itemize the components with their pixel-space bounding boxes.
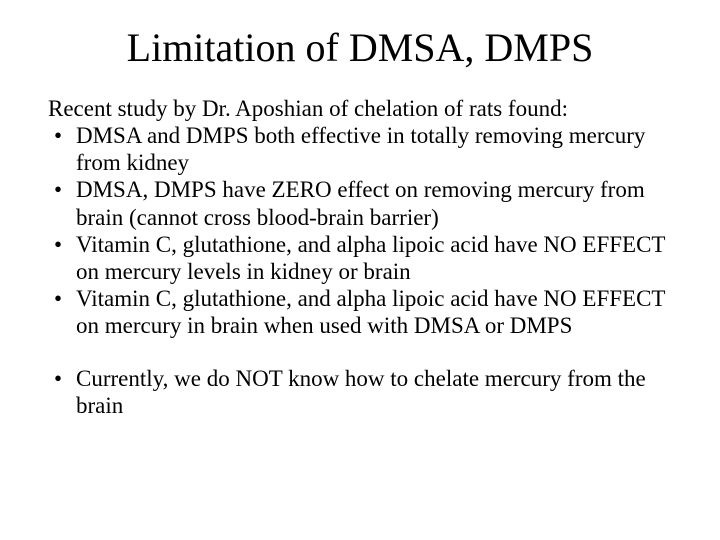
bullet-list-main: DMSA and DMPS both effective in totally … [48,122,672,339]
slide: Limitation of DMSA, DMPS Recent study by… [0,0,720,540]
list-item: Currently, we do NOT know how to chelate… [48,365,672,419]
page-title: Limitation of DMSA, DMPS [48,20,672,71]
list-item: Vitamin C, glutathione, and alpha lipoic… [48,285,672,339]
intro-text: Recent study by Dr. Aposhian of chelatio… [48,95,672,122]
list-item: Vitamin C, glutathione, and alpha lipoic… [48,231,672,285]
list-item: DMSA, DMPS have ZERO effect on removing … [48,176,672,230]
list-item: DMSA and DMPS both effective in totally … [48,122,672,176]
spacer [48,339,672,365]
bullet-list-secondary: Currently, we do NOT know how to chelate… [48,365,672,419]
